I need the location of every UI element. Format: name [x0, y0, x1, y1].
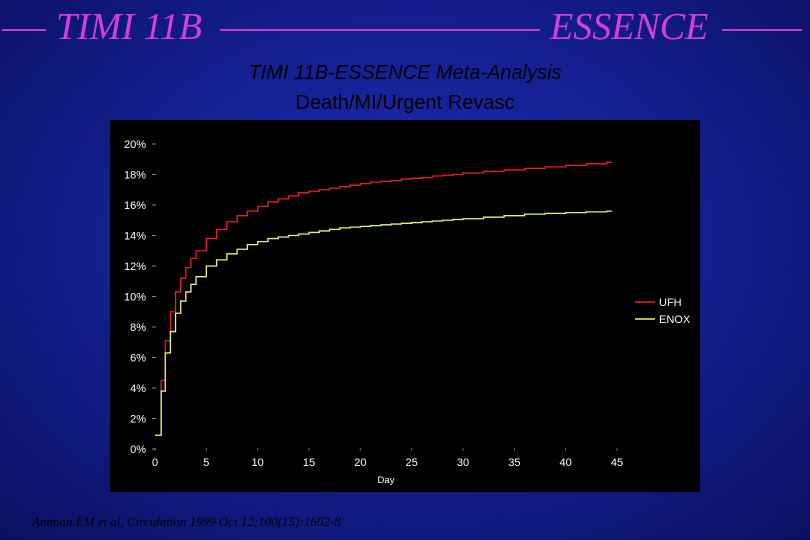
- header-title-left: TIMI 11B: [56, 6, 202, 48]
- legend-label-enox: ENOX: [659, 314, 691, 326]
- y-tick-label: 0%: [130, 444, 146, 456]
- x-tick-label: 20: [354, 457, 366, 469]
- y-tick-label: 20%: [124, 139, 146, 151]
- x-tick-label: 25: [406, 457, 418, 469]
- citation: Antman EM et al, Circulation 1999 Oct 12…: [32, 514, 341, 529]
- x-tick-label: 35: [508, 457, 520, 469]
- series-line-enox: [155, 210, 612, 436]
- x-tick-label: 40: [560, 457, 572, 469]
- header-title-right: ESSENCE: [550, 6, 709, 48]
- y-tick-label: 6%: [130, 353, 146, 365]
- y-tick-label: 18%: [124, 170, 146, 182]
- x-tick-label: 10: [252, 457, 264, 469]
- y-tick-label: 2%: [130, 414, 146, 426]
- y-tick-label: 10%: [124, 292, 146, 304]
- km-chart: 0% 2% 4% 6% 8% 10% 12% 14% 16% 18% 20% 0 5 10 15 20 25 30…: [124, 139, 691, 486]
- chart-panel: 0% 2% 4% 6% 8% 10% 12% 14% 16% 18% 20% 0 5 10 15 20 25 30…: [110, 120, 700, 492]
- x-tick-label: 30: [457, 457, 469, 469]
- slide-title: TIMI 11B-ESSENCE Meta-Analysis: [248, 62, 562, 84]
- y-tick-label: 14%: [124, 231, 146, 243]
- x-tick-label: 5: [203, 457, 209, 469]
- legend-label-ufh: UFH: [659, 297, 682, 309]
- y-tick-label: 4%: [130, 383, 146, 395]
- y-tick-label: 12%: [124, 261, 146, 273]
- slide-subtitle: Death/MI/Urgent Revasc: [295, 92, 515, 114]
- x-axis-label: Day: [378, 475, 395, 486]
- y-tick-label: 8%: [130, 322, 146, 334]
- series-line-ufh: [155, 161, 612, 436]
- x-tick-label: 45: [611, 457, 623, 469]
- header-rule-right: [722, 29, 802, 31]
- header-rule-left: [2, 29, 46, 31]
- x-tick-label: 0: [152, 457, 158, 469]
- y-tick-label: 16%: [124, 200, 146, 212]
- header-rule-middle: [220, 29, 540, 31]
- x-tick-label: 15: [303, 457, 315, 469]
